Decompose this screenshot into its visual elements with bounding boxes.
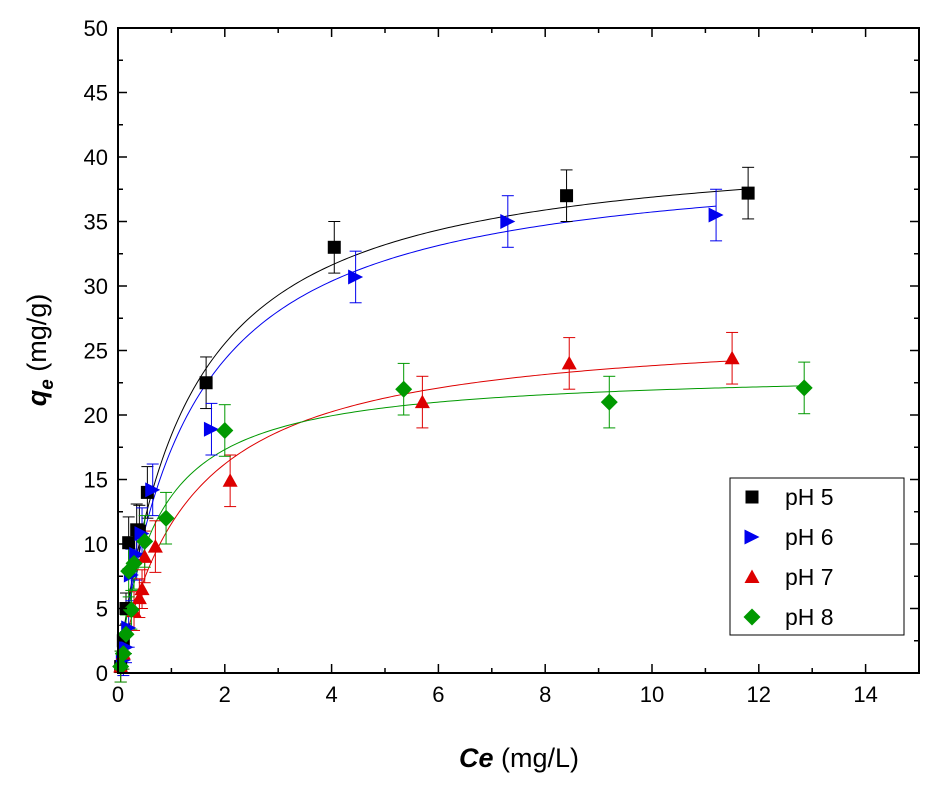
data-point <box>112 658 130 676</box>
error-bars <box>114 166 811 683</box>
y-tick-label: 20 <box>84 403 108 428</box>
data-point <box>157 509 175 527</box>
fit-curve <box>117 385 805 674</box>
y-axis-title-subscript: e <box>37 379 58 390</box>
y-tick-label: 5 <box>96 597 108 622</box>
y-axis-ticks: 0 5 10 15 20 25 30 35 40 45 50 <box>84 16 919 686</box>
x-axis-ticks: 0 2 4 6 8 10 12 14 <box>112 28 920 707</box>
data-point <box>117 625 135 643</box>
y-axis-title-unit: (mg/g) <box>22 294 52 380</box>
legend-marker <box>743 608 761 626</box>
data-point <box>203 421 219 437</box>
data-markers <box>112 186 813 676</box>
x-tick-label: 14 <box>853 682 877 707</box>
data-point <box>561 355 577 370</box>
x-tick-label: 10 <box>640 682 664 707</box>
legend: pH 5 pH 6 pH 7 pH 8 <box>729 477 905 636</box>
y-tick-label: 40 <box>84 145 108 170</box>
legend-label: pH 8 <box>785 604 834 630</box>
legend-label: pH 5 <box>785 484 834 510</box>
fit-curves <box>117 188 805 674</box>
data-point <box>122 536 136 550</box>
y-tick-label: 25 <box>84 339 108 364</box>
x-axis-title: Ce (mg/L) <box>459 743 579 773</box>
y-tick-label: 30 <box>84 274 108 299</box>
data-point <box>795 379 813 397</box>
x-tick-label: 0 <box>112 682 124 707</box>
x-tick-label: 8 <box>539 682 551 707</box>
data-point <box>131 590 147 605</box>
data-point <box>222 473 238 487</box>
data-point <box>414 394 430 409</box>
data-point <box>395 380 413 398</box>
x-axis-title-unit: (mg/L) <box>494 743 580 773</box>
y-tick-label: 10 <box>84 532 108 557</box>
legend-marker <box>744 529 760 545</box>
data-point <box>348 269 364 285</box>
data-point <box>500 214 516 229</box>
y-tick-label: 45 <box>84 81 108 106</box>
data-point <box>134 526 150 542</box>
data-point <box>199 376 213 390</box>
x-tick-label: 12 <box>747 682 771 707</box>
data-point <box>122 601 140 619</box>
data-point <box>114 645 132 663</box>
y-axis-title: qe (mg/g) <box>22 294 58 407</box>
data-point <box>125 554 143 572</box>
data-point <box>724 350 740 365</box>
y-tick-label: 15 <box>84 468 108 493</box>
x-tick-label: 6 <box>432 682 444 707</box>
y-tick-label: 50 <box>84 16 108 41</box>
fit-curve <box>117 360 733 674</box>
data-point <box>327 240 341 254</box>
legend-label: pH 7 <box>785 564 834 590</box>
data-point <box>137 549 153 563</box>
legend-box <box>729 477 905 636</box>
fit-curve <box>117 188 749 674</box>
data-point <box>136 532 154 550</box>
fit-curve <box>117 205 717 674</box>
legend-marker <box>744 569 760 583</box>
x-tick-label: 4 <box>325 682 337 707</box>
x-tick-label: 2 <box>219 682 231 707</box>
data-point <box>145 482 161 498</box>
y-tick-label: 35 <box>84 210 108 235</box>
data-point <box>708 207 724 223</box>
y-tick-label: 0 <box>96 661 108 686</box>
legend-marker <box>745 490 759 504</box>
data-point <box>600 393 618 411</box>
x-axis-title-symbol: Ce <box>459 743 494 773</box>
data-point <box>147 539 163 553</box>
legend-label: pH 6 <box>785 524 834 550</box>
data-point <box>741 186 755 200</box>
data-point <box>216 421 234 439</box>
data-point <box>134 581 150 596</box>
y-axis-title-symbol: q <box>22 389 52 406</box>
data-point <box>560 189 574 203</box>
